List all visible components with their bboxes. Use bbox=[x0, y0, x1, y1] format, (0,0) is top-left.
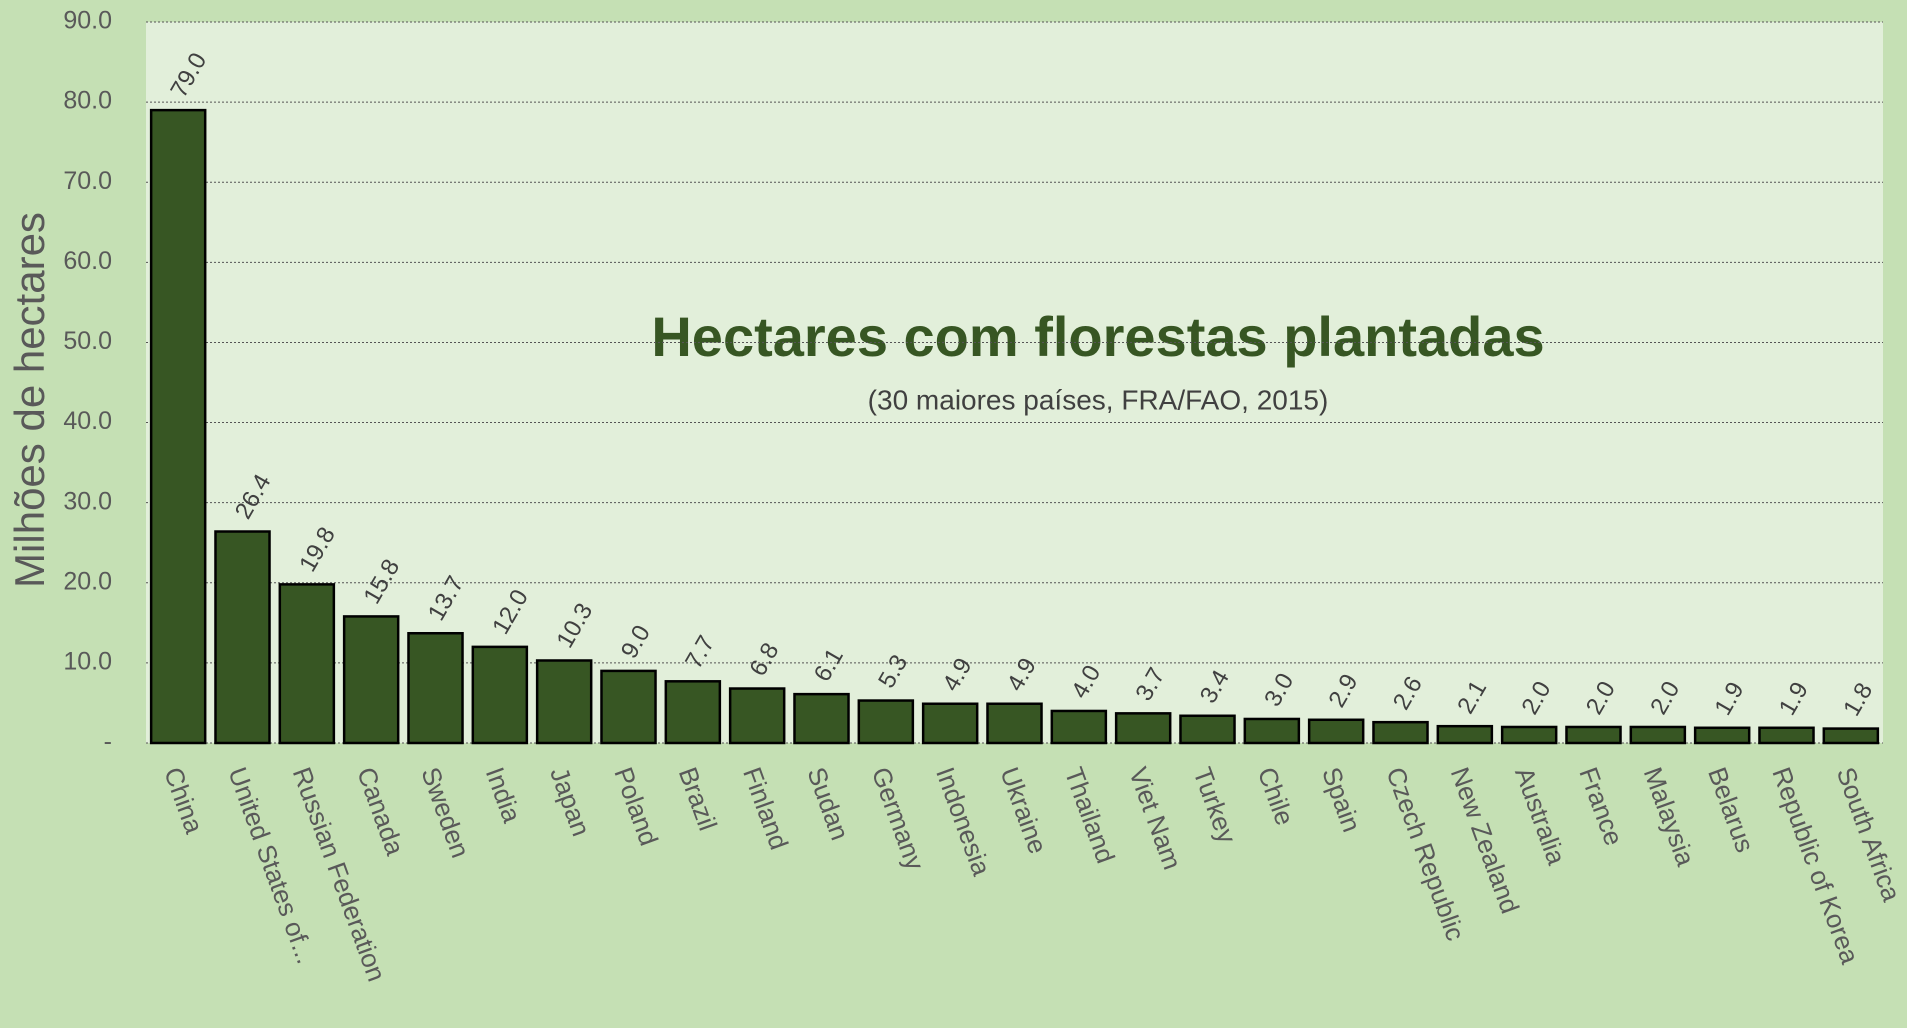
bar bbox=[1372, 720, 1429, 745]
x-tick-label: Germany bbox=[866, 763, 931, 874]
x-tick-label: China bbox=[158, 763, 210, 838]
y-tick-label: 80.0 bbox=[63, 87, 112, 115]
x-tick-label: Thailand bbox=[1059, 763, 1121, 867]
bar bbox=[1693, 726, 1751, 745]
x-tick-label: Brazil bbox=[673, 763, 723, 834]
x-tick-label: Canada bbox=[351, 763, 411, 859]
bar bbox=[600, 669, 657, 745]
bar bbox=[1436, 724, 1494, 745]
x-tick-label: Malaysia bbox=[1638, 763, 1701, 870]
y-tick-label: 50.0 bbox=[63, 327, 112, 355]
bar bbox=[1629, 725, 1687, 745]
x-tick-label: Finland bbox=[737, 763, 794, 853]
bar bbox=[407, 631, 464, 745]
bar bbox=[535, 659, 593, 745]
bar bbox=[214, 530, 271, 745]
x-tick-label: Belarus bbox=[1702, 763, 1760, 856]
x-tick-label: Sudan bbox=[801, 763, 855, 844]
bar bbox=[1500, 725, 1558, 745]
x-tick-label: Indonesia bbox=[930, 763, 997, 880]
x-tick-label: Japan bbox=[544, 763, 596, 840]
y-tick-label: 60.0 bbox=[63, 247, 112, 275]
bar bbox=[1822, 727, 1880, 745]
y-tick-label: 20.0 bbox=[63, 567, 112, 595]
x-tick-label: Sweden bbox=[415, 763, 475, 862]
bar bbox=[1243, 717, 1301, 745]
x-tick-label: Spain bbox=[1316, 763, 1367, 836]
x-tick-label: Ukraine bbox=[994, 763, 1053, 857]
x-tick-label: South Africa bbox=[1831, 763, 1907, 906]
bar bbox=[278, 583, 336, 745]
bar bbox=[471, 645, 529, 745]
bar bbox=[1565, 725, 1622, 745]
y-tick-label: 90.0 bbox=[63, 7, 112, 35]
bar bbox=[1758, 726, 1815, 745]
y-tick-label: 70.0 bbox=[63, 167, 112, 195]
bar bbox=[664, 680, 722, 745]
y-axis-label: Milhões de hectares bbox=[6, 212, 53, 588]
x-tick-label: Australia bbox=[1509, 763, 1572, 869]
x-tick-label: Viet Nam bbox=[1123, 763, 1188, 873]
x-tick-label: India bbox=[480, 763, 528, 827]
x-tick-label: France bbox=[1573, 763, 1629, 849]
bar bbox=[149, 108, 207, 745]
x-tick-label: Poland bbox=[608, 763, 664, 849]
bar bbox=[1050, 709, 1108, 745]
chart-subtitle: (30 maiores países, FRA/FAO, 2015) bbox=[868, 384, 1329, 415]
x-tick-label: Turkey bbox=[1187, 763, 1242, 847]
bar bbox=[1307, 718, 1365, 745]
bar bbox=[986, 702, 1043, 745]
x-tick-label: Chile bbox=[1252, 763, 1300, 829]
bar bbox=[793, 692, 850, 745]
bar bbox=[921, 702, 979, 745]
bar bbox=[342, 615, 400, 745]
y-tick-label: 40.0 bbox=[63, 407, 112, 435]
y-tick-label: 10.0 bbox=[63, 647, 112, 675]
plot-area bbox=[146, 22, 1883, 743]
bar bbox=[857, 699, 915, 745]
y-tick-label: - bbox=[104, 728, 112, 756]
chart-title: Hectares com florestas plantadas bbox=[651, 305, 1544, 368]
y-tick-label: 30.0 bbox=[63, 487, 112, 515]
bar bbox=[1179, 714, 1236, 745]
bar bbox=[1114, 712, 1172, 745]
bar bbox=[728, 687, 786, 745]
